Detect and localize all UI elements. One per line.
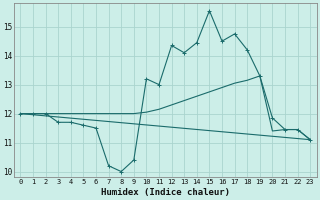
X-axis label: Humidex (Indice chaleur): Humidex (Indice chaleur) — [101, 188, 230, 197]
